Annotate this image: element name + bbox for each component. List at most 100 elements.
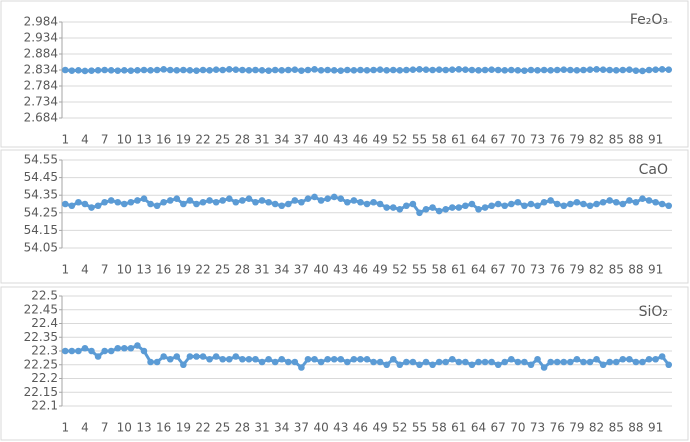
- data-point: [527, 200, 535, 208]
- x-tick-label: 7: [101, 263, 109, 277]
- data-point: [593, 66, 600, 73]
- data-point: [481, 204, 489, 211]
- data-point: [212, 66, 220, 73]
- x-tick-label: 16: [156, 421, 171, 435]
- data-point: [448, 66, 456, 73]
- data-point: [68, 347, 76, 355]
- data-point: [475, 67, 482, 74]
- data-point: [612, 358, 620, 366]
- data-point: [206, 197, 213, 204]
- x-tick-label: 73: [530, 133, 545, 147]
- x-tick-label: 67: [491, 421, 506, 435]
- data-point: [134, 67, 141, 74]
- data-point: [127, 198, 135, 206]
- data-point: [324, 195, 331, 203]
- x-tick-label: 64: [471, 263, 486, 277]
- data-point: [527, 66, 535, 74]
- data-point: [573, 67, 581, 74]
- data-point: [448, 204, 456, 211]
- data-point: [508, 200, 515, 208]
- data-point: [75, 198, 82, 206]
- x-tick-label: 61: [451, 133, 466, 147]
- x-tick-label: 16: [156, 263, 171, 277]
- x-tick-label: 70: [510, 421, 525, 435]
- data-point: [409, 358, 417, 366]
- data-point: [160, 66, 167, 73]
- data-point: [422, 66, 430, 73]
- data-point: [573, 198, 581, 206]
- data-point: [403, 202, 410, 210]
- data-point: [284, 358, 292, 366]
- data-point: [632, 67, 640, 74]
- data-point: [186, 67, 194, 74]
- data-point: [665, 202, 673, 210]
- data-point: [514, 67, 522, 74]
- panel-border: [0, 149, 689, 284]
- x-tick-label: 55: [412, 263, 427, 277]
- data-point: [232, 66, 240, 73]
- x-tick-label: 1: [61, 133, 69, 147]
- data-point: [606, 358, 613, 366]
- data-point: [107, 197, 115, 204]
- y-tick-label: 54.05: [24, 241, 58, 255]
- data-point: [534, 67, 541, 74]
- x-tick-label: 19: [176, 263, 191, 277]
- data-point: [462, 358, 469, 366]
- data-point: [75, 67, 82, 74]
- data-point: [206, 355, 213, 363]
- data-point: [422, 358, 430, 366]
- x-tick-label: 43: [333, 133, 348, 147]
- data-point: [173, 67, 181, 74]
- data-point: [586, 66, 594, 73]
- data-point: [304, 195, 312, 203]
- panel-title: Fe₂O₃: [630, 12, 668, 28]
- data-point: [527, 361, 535, 369]
- data-point: [494, 200, 502, 208]
- data-point: [553, 66, 561, 74]
- x-tick-label: 55: [412, 421, 427, 435]
- data-point: [468, 200, 476, 208]
- data-point: [475, 205, 482, 213]
- x-tick-label: 82: [589, 263, 604, 277]
- data-point: [376, 358, 384, 366]
- y-tick-label: 22.15: [24, 385, 58, 399]
- data-point: [219, 197, 226, 204]
- data-point: [225, 355, 233, 363]
- data-point: [101, 198, 108, 206]
- x-tick-label: 10: [117, 263, 132, 277]
- data-point: [658, 353, 666, 360]
- data-point: [212, 198, 220, 206]
- data-point: [88, 67, 95, 74]
- x-tick-label: 52: [392, 421, 407, 435]
- y-tick-label: 54.25: [24, 205, 58, 219]
- data-point: [61, 200, 69, 208]
- data-point: [357, 198, 364, 206]
- data-point: [317, 197, 325, 204]
- data-point: [586, 202, 594, 210]
- data-point: [435, 358, 443, 366]
- x-tick-label: 25: [215, 263, 230, 277]
- x-tick-label: 85: [609, 133, 624, 147]
- data-point: [553, 358, 561, 366]
- data-point: [180, 361, 187, 369]
- data-point: [619, 66, 627, 74]
- data-point: [278, 355, 286, 363]
- x-tick-label: 82: [589, 133, 604, 147]
- data-point: [166, 355, 174, 363]
- y-tick-label: 22.5: [31, 289, 58, 303]
- data-point: [534, 355, 541, 363]
- data-point: [429, 66, 436, 74]
- data-point: [265, 67, 272, 74]
- x-tick-label: 31: [254, 421, 269, 435]
- x-tick-label: 25: [215, 421, 230, 435]
- data-point: [455, 66, 463, 73]
- x-tick-label: 31: [254, 263, 269, 277]
- data-point: [462, 202, 469, 210]
- data-point: [429, 361, 436, 369]
- data-point: [298, 364, 305, 371]
- data-point: [652, 355, 659, 363]
- data-point: [311, 355, 318, 363]
- data-point: [593, 355, 600, 363]
- data-point: [127, 344, 135, 352]
